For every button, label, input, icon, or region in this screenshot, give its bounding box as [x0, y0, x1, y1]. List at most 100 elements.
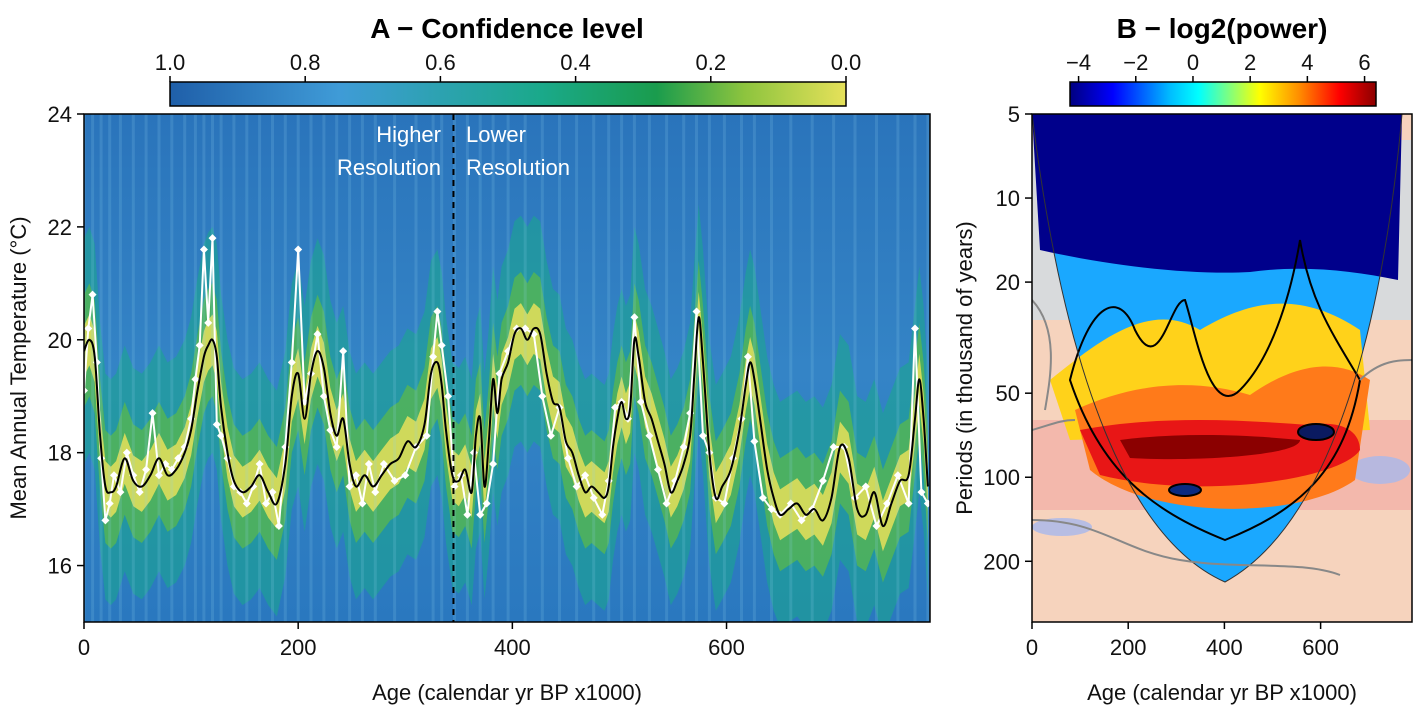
- light-streak: [393, 114, 397, 622]
- data-point: [199, 245, 208, 254]
- data-point: [352, 471, 361, 480]
- data-point: [319, 392, 328, 401]
- light-streak: [170, 114, 174, 622]
- panel-b-colorbar-ticks: −4 −2 0 2 4 6: [1066, 50, 1371, 82]
- light-streak: [558, 114, 561, 622]
- light-streak: [99, 114, 103, 622]
- panel-a-frame: [83, 113, 931, 623]
- colorbar-tick-label: −2: [1123, 50, 1148, 75]
- light-streak: [335, 114, 339, 622]
- light-streak: [360, 114, 364, 622]
- y-tick-label: 20: [48, 328, 72, 353]
- annotation-lower-resolution: Resolution: [466, 155, 570, 180]
- data-point: [476, 510, 485, 519]
- panel-b-plot-area: [1032, 114, 1412, 622]
- y-tick-label: 22: [48, 215, 72, 240]
- light-streak: [647, 114, 651, 622]
- data-point: [444, 392, 453, 401]
- light-streak: [414, 114, 418, 622]
- light-streak: [465, 114, 469, 622]
- data-point: [313, 330, 322, 339]
- panel-b-contour-small-left: [1168, 483, 1202, 497]
- data-point: [630, 313, 639, 322]
- panel-b-pale-blue-patch-right: [1350, 456, 1410, 484]
- data-point: [390, 476, 399, 485]
- smoothed-line: [84, 316, 929, 528]
- data-point: [872, 522, 881, 531]
- y-tick-label: 20: [996, 270, 1020, 295]
- colorbar-tick-label: 0.2: [696, 50, 727, 75]
- light-streak: [296, 114, 300, 622]
- light-streak: [620, 114, 624, 622]
- y-tick-label: 24: [48, 102, 72, 127]
- data-point: [818, 476, 827, 485]
- data-point: [135, 488, 144, 497]
- data-point: [339, 347, 348, 356]
- light-streak: [523, 114, 527, 622]
- x-tick-label: 600: [1302, 635, 1339, 660]
- data-point: [105, 499, 114, 508]
- data-point: [589, 493, 598, 502]
- light-streak: [232, 114, 236, 622]
- light-streak: [707, 114, 711, 622]
- data-point: [923, 499, 930, 508]
- annotation-lower: Lower: [466, 122, 526, 147]
- data-point: [904, 499, 913, 508]
- light-streak: [875, 114, 878, 622]
- data-point: [345, 482, 354, 491]
- panel-a-plot-area: [84, 114, 930, 622]
- light-streak: [144, 114, 148, 622]
- panel-b-x-label: Age (calendar yr BP x1000): [1087, 680, 1357, 705]
- data-point: [212, 420, 221, 429]
- panel-b-x-axis: 0 200 400 600: [1026, 622, 1339, 660]
- data-point: [208, 234, 217, 243]
- data-point: [84, 324, 93, 333]
- light-streak: [682, 114, 686, 622]
- panel-b-significance-contour: [1068, 239, 1362, 542]
- data-point: [255, 459, 264, 468]
- light-streak: [271, 114, 274, 622]
- data-point: [154, 471, 163, 480]
- data-point: [274, 522, 283, 531]
- panel-a-y-axis: 16 18 20 22 24: [48, 102, 84, 579]
- light-streak: [506, 114, 510, 622]
- data-point: [572, 482, 581, 491]
- panel-b-cone-edge: [1032, 114, 1403, 583]
- light-streak: [193, 114, 197, 622]
- light-streak: [131, 114, 135, 622]
- light-streak: [722, 114, 726, 622]
- light-streak: [453, 114, 456, 622]
- light-streak: [157, 114, 161, 622]
- light-streak: [491, 114, 495, 622]
- data-point: [249, 482, 258, 491]
- light-streak: [283, 114, 287, 622]
- y-tick-label: 10: [996, 186, 1020, 211]
- panel-b-dark-blue-top: [1032, 114, 1402, 280]
- panel-b-grey-contours: [1032, 299, 1412, 576]
- panel-b-dark-red-core: [1120, 435, 1300, 460]
- light-streak: [926, 114, 930, 622]
- data-point: [750, 437, 759, 446]
- data-point: [917, 488, 926, 497]
- data-point: [379, 459, 388, 468]
- light-streak: [752, 114, 756, 622]
- light-streak: [478, 114, 482, 622]
- panel-a-title: A − Confidence level: [370, 13, 644, 44]
- data-point: [758, 493, 767, 502]
- data-point: [242, 499, 251, 508]
- panel-b-contour-small-right: [1297, 423, 1335, 441]
- data-point: [692, 307, 701, 316]
- light-streak: [592, 114, 596, 622]
- data-point: [698, 431, 707, 440]
- data-point: [191, 375, 200, 384]
- colorbar-tick-label: 0: [1187, 50, 1199, 75]
- panel-a-y-label: Mean Annual Temperature (°C): [6, 216, 31, 519]
- data-point: [401, 471, 410, 480]
- x-tick-label: 400: [1206, 635, 1243, 660]
- light-streak: [202, 114, 206, 622]
- data-point: [122, 448, 131, 457]
- data-point: [204, 318, 213, 327]
- panel-b-pale-blue-patch-left: [1032, 518, 1092, 536]
- data-point: [429, 352, 438, 361]
